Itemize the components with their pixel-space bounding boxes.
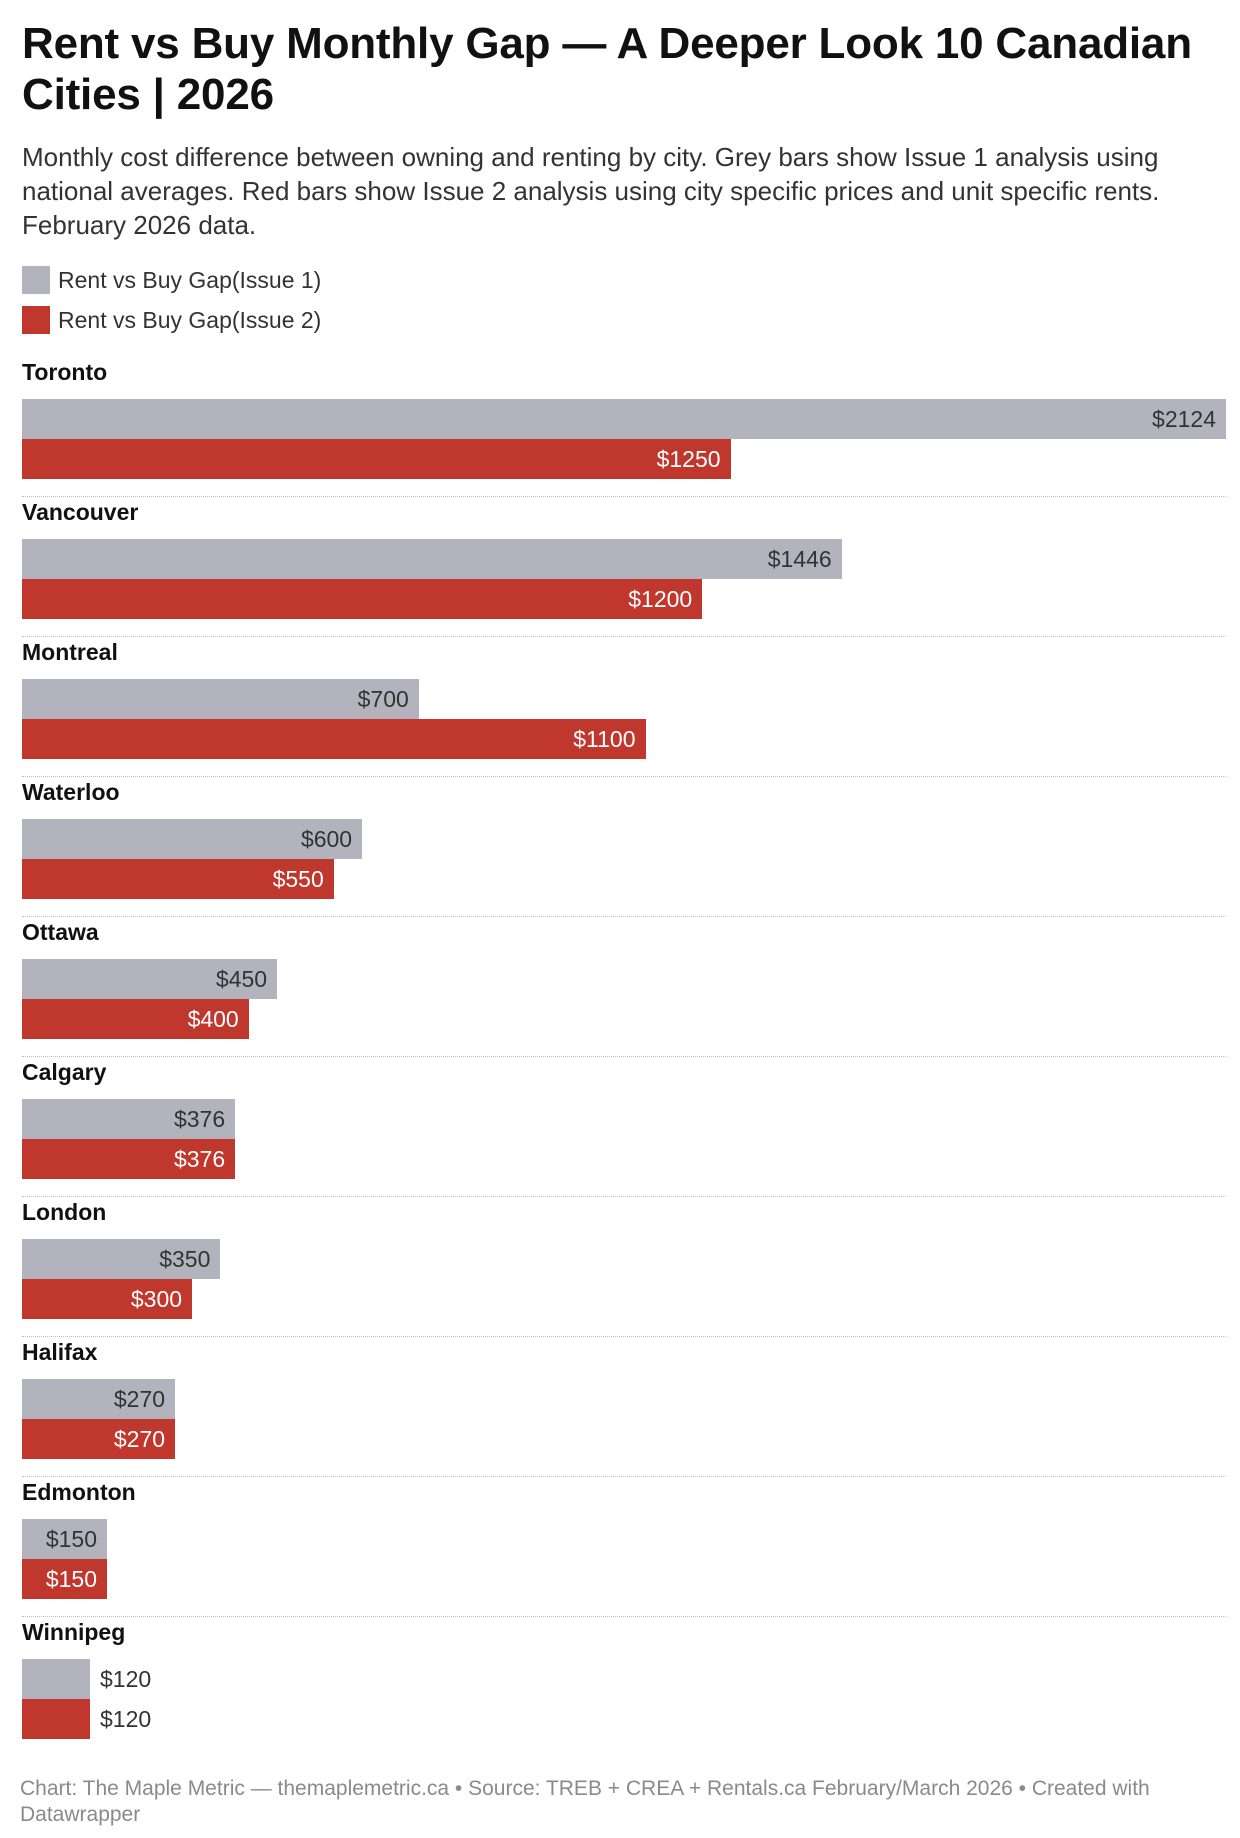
chart-header: Rent vs Buy Monthly Gap — A Deeper Look … (22, 18, 1226, 340)
bar-waterloo-issue-2: $550 (22, 859, 334, 899)
city-group-calgary: Calgary $376 $376 (22, 1057, 1226, 1197)
chart-title: Rent vs Buy Monthly Gap — A Deeper Look … (22, 19, 1192, 119)
bar-montreal-issue-2: $1100 (22, 719, 646, 759)
data-label: $600 (300, 826, 353, 852)
data-label: $1446 (767, 546, 832, 572)
city-group-halifax: Halifax $270 $270 (22, 1337, 1226, 1477)
data-label: $150 (45, 1566, 98, 1592)
legend-item-issue-1: Rent vs Buy Gap(Issue 1) (22, 260, 1226, 300)
bar-calgary-issue-2: $376 (22, 1139, 236, 1179)
bar-ottawa-issue-2: $400 (22, 999, 249, 1039)
city-group-winnipeg: Winnipeg $120 $120 (22, 1617, 1226, 1757)
legend-item-issue-2: Rent vs Buy Gap(Issue 2) (22, 300, 1226, 340)
data-label: $150 (45, 1526, 98, 1552)
category-label: Montreal (22, 639, 118, 665)
data-label: $550 (272, 866, 324, 892)
bar-london-issue-1: $350 (22, 1239, 221, 1279)
category-label: Calgary (22, 1059, 107, 1085)
data-label: $270 (113, 1386, 166, 1412)
city-group-ottawa: Ottawa $450 $400 (22, 917, 1226, 1057)
bar-halifax-issue-1: $270 (22, 1379, 176, 1419)
data-label: $376 (173, 1106, 226, 1132)
bar-winnipeg-issue-2: $120 (22, 1699, 151, 1739)
data-label: $120 (100, 1706, 152, 1732)
category-label: Winnipeg (22, 1619, 126, 1645)
data-label: $270 (113, 1426, 166, 1452)
data-label: $300 (130, 1286, 183, 1312)
bar-chart: Toronto $2124 $1250 Vancouver $1446 $1200 Mont… (22, 357, 1226, 1757)
category-label: London (22, 1199, 107, 1225)
data-label: $2124 (1152, 406, 1216, 432)
bar-ottawa-issue-1: $450 (22, 959, 278, 999)
category-label: Vancouver (22, 499, 139, 525)
data-label: $350 (159, 1246, 211, 1272)
data-label: $400 (187, 1006, 239, 1032)
bar-winnipeg-issue-1: $120 (22, 1659, 151, 1699)
category-label: Edmonton (22, 1479, 136, 1505)
data-label: $700 (357, 686, 409, 712)
legend: Rent vs Buy Gap(Issue 1) Rent vs Buy Gap… (22, 260, 1226, 340)
legend-label-issue-2: Rent vs Buy Gap(Issue 2) (58, 306, 322, 333)
bar-vancouver-issue-2: $1200 (22, 579, 703, 619)
category-label: Waterloo (22, 779, 120, 805)
category-label: Ottawa (22, 919, 99, 945)
bar-edmonton-issue-1: $150 (22, 1519, 108, 1559)
city-group-montreal: Montreal $700 $1100 (22, 637, 1226, 777)
bar-calgary-issue-1: $376 (22, 1099, 236, 1139)
bar-halifax-issue-2: $270 (22, 1419, 176, 1459)
legend-swatch-issue-1 (22, 266, 50, 294)
chart-footer: Chart: The Maple Metric — themaplemetric… (20, 1777, 1150, 1826)
legend-swatch-issue-2 (22, 306, 50, 334)
bar-london-issue-2: $300 (22, 1279, 193, 1319)
bar-vancouver-issue-1: $1446 (22, 539, 842, 579)
category-label: Halifax (22, 1339, 98, 1365)
bar-edmonton-issue-2: $150 (22, 1559, 108, 1599)
data-label: $1100 (573, 726, 636, 752)
city-group-edmonton: Edmonton $150 $150 (22, 1477, 1226, 1617)
data-label: $376 (173, 1146, 226, 1172)
city-group-vancouver: Vancouver $1446 $1200 (22, 497, 1226, 637)
data-label: $1250 (656, 446, 721, 472)
data-label: $120 (100, 1666, 152, 1692)
city-group-toronto: Toronto $2124 $1250 (22, 357, 1226, 497)
data-label: $1200 (628, 586, 693, 612)
bar-toronto-issue-2: $1250 (22, 439, 731, 479)
category-label: Toronto (22, 359, 108, 385)
chart-subtitle: Monthly cost difference between owning a… (22, 142, 1160, 240)
bar-toronto-issue-1: $2124 (22, 399, 1226, 439)
bar-montreal-issue-1: $700 (22, 679, 419, 719)
legend-label-issue-1: Rent vs Buy Gap(Issue 1) (58, 266, 322, 293)
city-group-waterloo: Waterloo $600 $550 (22, 777, 1226, 917)
city-group-london: London $350 $300 (22, 1197, 1226, 1337)
data-label: $450 (215, 966, 268, 992)
bar-waterloo-issue-1: $600 (22, 819, 363, 859)
